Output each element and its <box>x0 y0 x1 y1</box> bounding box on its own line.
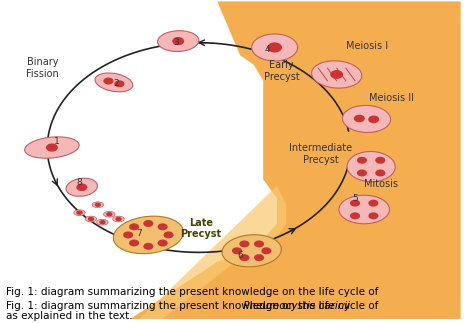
Circle shape <box>114 80 125 87</box>
Ellipse shape <box>95 73 133 92</box>
Ellipse shape <box>25 137 79 158</box>
Circle shape <box>232 247 242 254</box>
Circle shape <box>239 254 249 261</box>
Ellipse shape <box>222 235 282 267</box>
Circle shape <box>172 37 184 45</box>
Ellipse shape <box>252 34 298 61</box>
Circle shape <box>88 217 94 221</box>
Circle shape <box>129 239 139 246</box>
Circle shape <box>357 157 367 164</box>
Text: 8: 8 <box>77 178 82 187</box>
Ellipse shape <box>342 105 391 132</box>
Circle shape <box>164 231 173 238</box>
Text: 5: 5 <box>352 194 358 203</box>
Circle shape <box>354 115 365 122</box>
Ellipse shape <box>311 61 362 88</box>
Text: 3: 3 <box>173 38 179 47</box>
Ellipse shape <box>85 216 97 222</box>
Circle shape <box>375 157 385 164</box>
Circle shape <box>368 200 378 207</box>
Circle shape <box>76 183 87 191</box>
Polygon shape <box>130 1 461 319</box>
Circle shape <box>368 212 378 219</box>
Circle shape <box>157 239 168 246</box>
Circle shape <box>239 240 249 247</box>
Circle shape <box>46 143 58 152</box>
Text: Fig. 1: diagram summarizing the present knowledge on the life cycle of: Fig. 1: diagram summarizing the present … <box>6 287 382 297</box>
Circle shape <box>76 211 82 215</box>
Text: Intermediate
Precyst: Intermediate Precyst <box>289 143 352 165</box>
Text: Pneumocystis carinii: Pneumocystis carinii <box>6 301 350 311</box>
Text: 7: 7 <box>137 229 142 238</box>
Circle shape <box>368 116 379 123</box>
Circle shape <box>254 240 264 247</box>
Text: 6: 6 <box>237 251 243 260</box>
Text: Late
Precyst: Late Precyst <box>181 218 222 239</box>
Circle shape <box>254 254 264 261</box>
Circle shape <box>357 170 367 176</box>
Ellipse shape <box>104 211 115 217</box>
Circle shape <box>95 203 101 207</box>
Circle shape <box>267 42 282 53</box>
Ellipse shape <box>157 31 199 51</box>
Circle shape <box>375 170 385 176</box>
Text: Meiosis II: Meiosis II <box>369 93 414 103</box>
Text: Fig. 1: diagram summarizing the present knowledge on the life cycle of: Fig. 1: diagram summarizing the present … <box>6 301 382 311</box>
Ellipse shape <box>113 216 124 222</box>
Circle shape <box>103 78 113 85</box>
Text: 1: 1 <box>54 137 59 146</box>
Ellipse shape <box>347 151 395 182</box>
Polygon shape <box>139 186 286 319</box>
Circle shape <box>106 212 112 216</box>
Text: Binary
Fission: Binary Fission <box>27 57 59 79</box>
Text: 4: 4 <box>265 45 271 54</box>
Circle shape <box>261 247 272 254</box>
Circle shape <box>143 220 154 227</box>
Circle shape <box>99 220 106 224</box>
Ellipse shape <box>92 202 104 208</box>
Text: Meiosis I: Meiosis I <box>346 41 388 51</box>
Circle shape <box>350 212 360 219</box>
Text: Mitosis: Mitosis <box>364 179 398 189</box>
Circle shape <box>123 231 133 238</box>
Circle shape <box>350 200 360 207</box>
Text: 2: 2 <box>113 79 119 89</box>
Ellipse shape <box>97 219 108 225</box>
Ellipse shape <box>74 210 85 215</box>
Text: Early
Precyst: Early Precyst <box>264 60 300 82</box>
Circle shape <box>115 217 122 221</box>
Circle shape <box>143 243 154 250</box>
Circle shape <box>157 223 168 230</box>
Ellipse shape <box>66 178 98 196</box>
Circle shape <box>330 70 343 79</box>
Ellipse shape <box>113 216 183 254</box>
Ellipse shape <box>339 195 390 224</box>
Circle shape <box>129 223 139 230</box>
Text: as explained in the text.: as explained in the text. <box>6 311 133 321</box>
